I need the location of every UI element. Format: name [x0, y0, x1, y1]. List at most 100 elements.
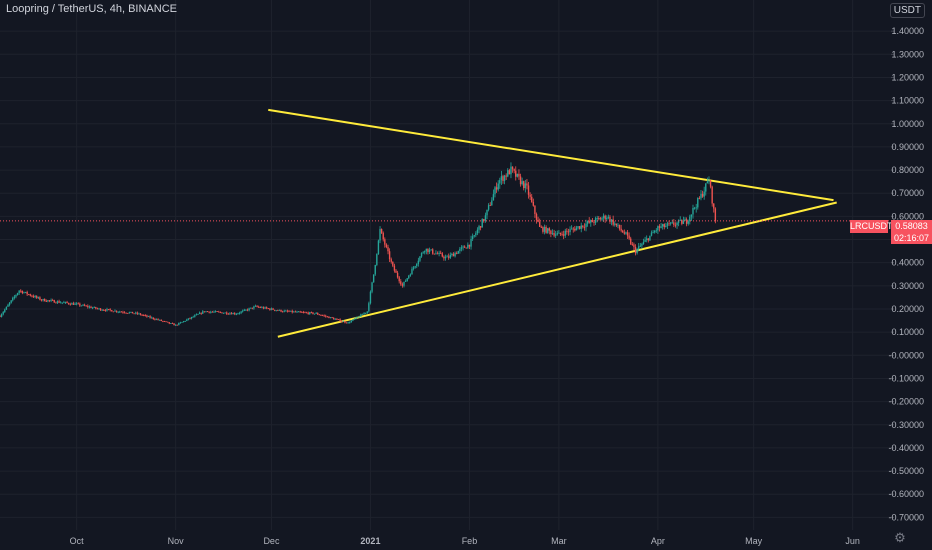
settings-gear-icon[interactable]: ⚙ — [894, 530, 906, 545]
candle-body — [83, 304, 86, 306]
candle-body — [471, 236, 474, 239]
candle-body — [679, 219, 681, 221]
candle-body — [272, 308, 274, 310]
candle-body — [0, 314, 3, 317]
candle-body — [390, 259, 392, 262]
candle-body — [23, 292, 25, 294]
candle-body — [639, 245, 642, 247]
candle-body — [441, 253, 444, 257]
candle-body — [166, 321, 169, 323]
candle-body — [227, 313, 230, 315]
candle-body — [294, 311, 297, 313]
candle-body — [499, 180, 501, 184]
candle-body — [578, 226, 581, 229]
candle-body — [307, 312, 309, 314]
candle-body — [16, 293, 19, 296]
candle-body — [558, 232, 560, 234]
candle-body — [440, 252, 442, 254]
candle-body — [470, 238, 472, 247]
candle-body — [420, 253, 423, 257]
candle-body — [430, 249, 432, 251]
candle-body — [95, 307, 97, 309]
candle-body — [285, 310, 287, 312]
candle-body — [115, 310, 118, 312]
candle-body — [150, 317, 153, 319]
candle-body — [449, 255, 451, 258]
candle-body — [695, 207, 697, 209]
candle-body — [653, 230, 656, 233]
candle-body — [478, 226, 480, 230]
candle-body — [416, 263, 418, 267]
candle-body — [599, 218, 602, 220]
candle-body — [321, 315, 324, 317]
candle-body — [310, 312, 313, 314]
candle-body — [366, 311, 368, 313]
candle-body — [128, 312, 131, 314]
currency-label[interactable]: USDT — [889, 3, 925, 18]
candle-body — [502, 176, 504, 181]
candle-body — [336, 318, 338, 320]
candle-body — [360, 314, 362, 317]
candle-body — [494, 187, 496, 195]
candle-body — [687, 221, 689, 224]
candle-body — [652, 232, 654, 234]
last-price-value: 0.58083 — [895, 221, 928, 231]
candle-body — [515, 170, 517, 177]
y-tick-label: 1.20000 — [891, 72, 924, 82]
candle-body — [492, 194, 495, 201]
candle-body — [606, 217, 608, 220]
candle-body — [249, 307, 252, 309]
candle-body — [261, 307, 263, 309]
candle-body — [511, 166, 514, 170]
candle-body — [685, 219, 688, 224]
candle-body — [618, 224, 621, 229]
x-axis[interactable]: Oct Nov Dec 2021 Feb Mar Apr May Jun — [70, 536, 860, 546]
y-tick-label: -0.60000 — [888, 489, 924, 499]
candle-body — [7, 304, 9, 307]
candle-body — [109, 309, 111, 311]
y-tick-label: 0.10000 — [891, 327, 924, 337]
candle-body — [178, 323, 180, 325]
candle-body — [483, 219, 485, 221]
candle-body — [34, 296, 36, 298]
candle-body — [352, 319, 354, 321]
candle-body — [226, 312, 228, 314]
candle-body — [467, 244, 469, 249]
candle-body — [342, 321, 345, 322]
candle-body — [112, 311, 115, 313]
candle-body — [503, 175, 506, 181]
candle-body — [347, 322, 349, 324]
candle-body — [438, 252, 440, 255]
candle-body — [67, 302, 70, 304]
candle-body — [711, 186, 713, 204]
candle-body — [262, 307, 265, 309]
candle-body — [513, 169, 515, 171]
y-axis-bg — [891, 0, 932, 550]
candle-body — [104, 310, 107, 311]
candle-body — [636, 248, 638, 254]
candle-body — [313, 313, 316, 315]
candle-body — [479, 226, 482, 228]
candle-body — [554, 234, 557, 236]
trendlines[interactable] — [268, 108, 837, 338]
candle-body — [123, 312, 126, 314]
candle-body — [246, 309, 249, 311]
candle-body — [211, 311, 214, 313]
candles[interactable] — [0, 162, 717, 326]
candle-body — [326, 316, 329, 318]
candle-body — [368, 303, 370, 312]
candle-body — [122, 311, 124, 313]
candle-body — [460, 247, 463, 249]
candle-body — [270, 308, 273, 310]
candle-body — [647, 238, 649, 241]
candle-body — [305, 312, 308, 314]
y-axis[interactable]: 1.40000 1.30000 1.20000 1.10000 1.00000 0.900… — [888, 0, 932, 550]
y-tick-label: -0.70000 — [888, 512, 924, 522]
candle-body — [575, 227, 578, 231]
candle-body — [333, 317, 335, 320]
candle-body — [242, 310, 244, 312]
candle-body — [325, 315, 327, 317]
candle-body — [171, 323, 174, 324]
candle-body — [661, 224, 664, 227]
